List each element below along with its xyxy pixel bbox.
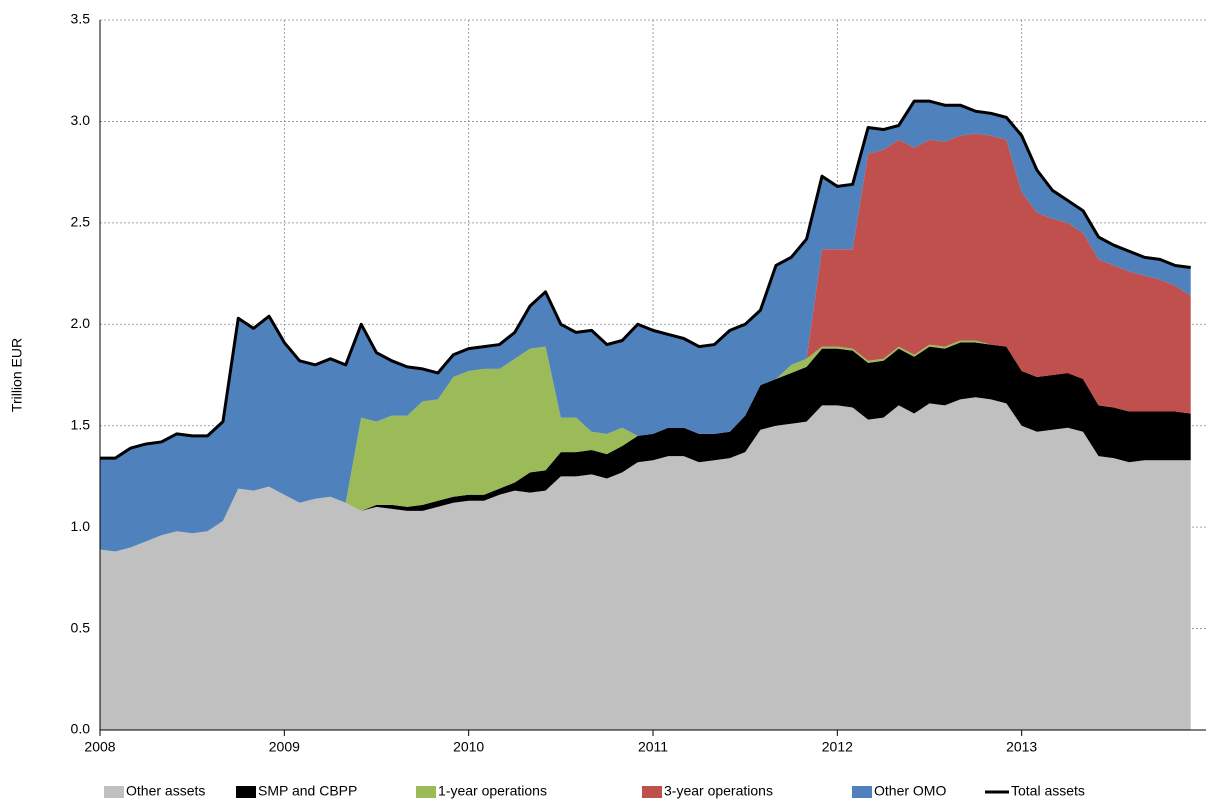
legend-swatch [236,786,256,798]
y-tick-label: 1.5 [71,416,91,432]
x-tick-label: 2008 [84,739,115,755]
legend-label: SMP and CBPP [258,783,357,799]
area [100,397,1191,730]
x-tick-label: 2012 [822,739,853,755]
legend-label: Other OMO [874,783,946,799]
area [100,340,1191,552]
legend-swatch [104,786,124,798]
y-tick-label: 0.5 [71,619,91,635]
legend-label: 1-year operations [438,783,547,799]
y-tick-label: 0.0 [71,721,91,737]
x-tick-label: 2011 [638,739,668,755]
legend-swatch [852,786,872,798]
area [100,101,1191,552]
legend-label: Total assets [1011,783,1085,799]
line [100,99,1191,460]
x-tick-label: 2010 [453,739,484,755]
area [100,133,1191,552]
legend-swatch [416,786,436,798]
legend-swatch [642,786,662,798]
y-axis-label: Trillion EUR [9,338,25,412]
y-tick-label: 1.0 [71,518,91,534]
area [100,342,1191,552]
x-tick-label: 2013 [1006,739,1037,755]
y-tick-label: 3.0 [71,112,91,128]
y-tick-label: 2.5 [71,214,91,230]
y-tick-label: 3.5 [71,11,91,27]
legend-label: 3-year operations [664,783,773,799]
y-tick-label: 2.0 [71,315,91,331]
x-tick-label: 2009 [269,739,300,755]
legend-label: Other assets [126,783,205,799]
